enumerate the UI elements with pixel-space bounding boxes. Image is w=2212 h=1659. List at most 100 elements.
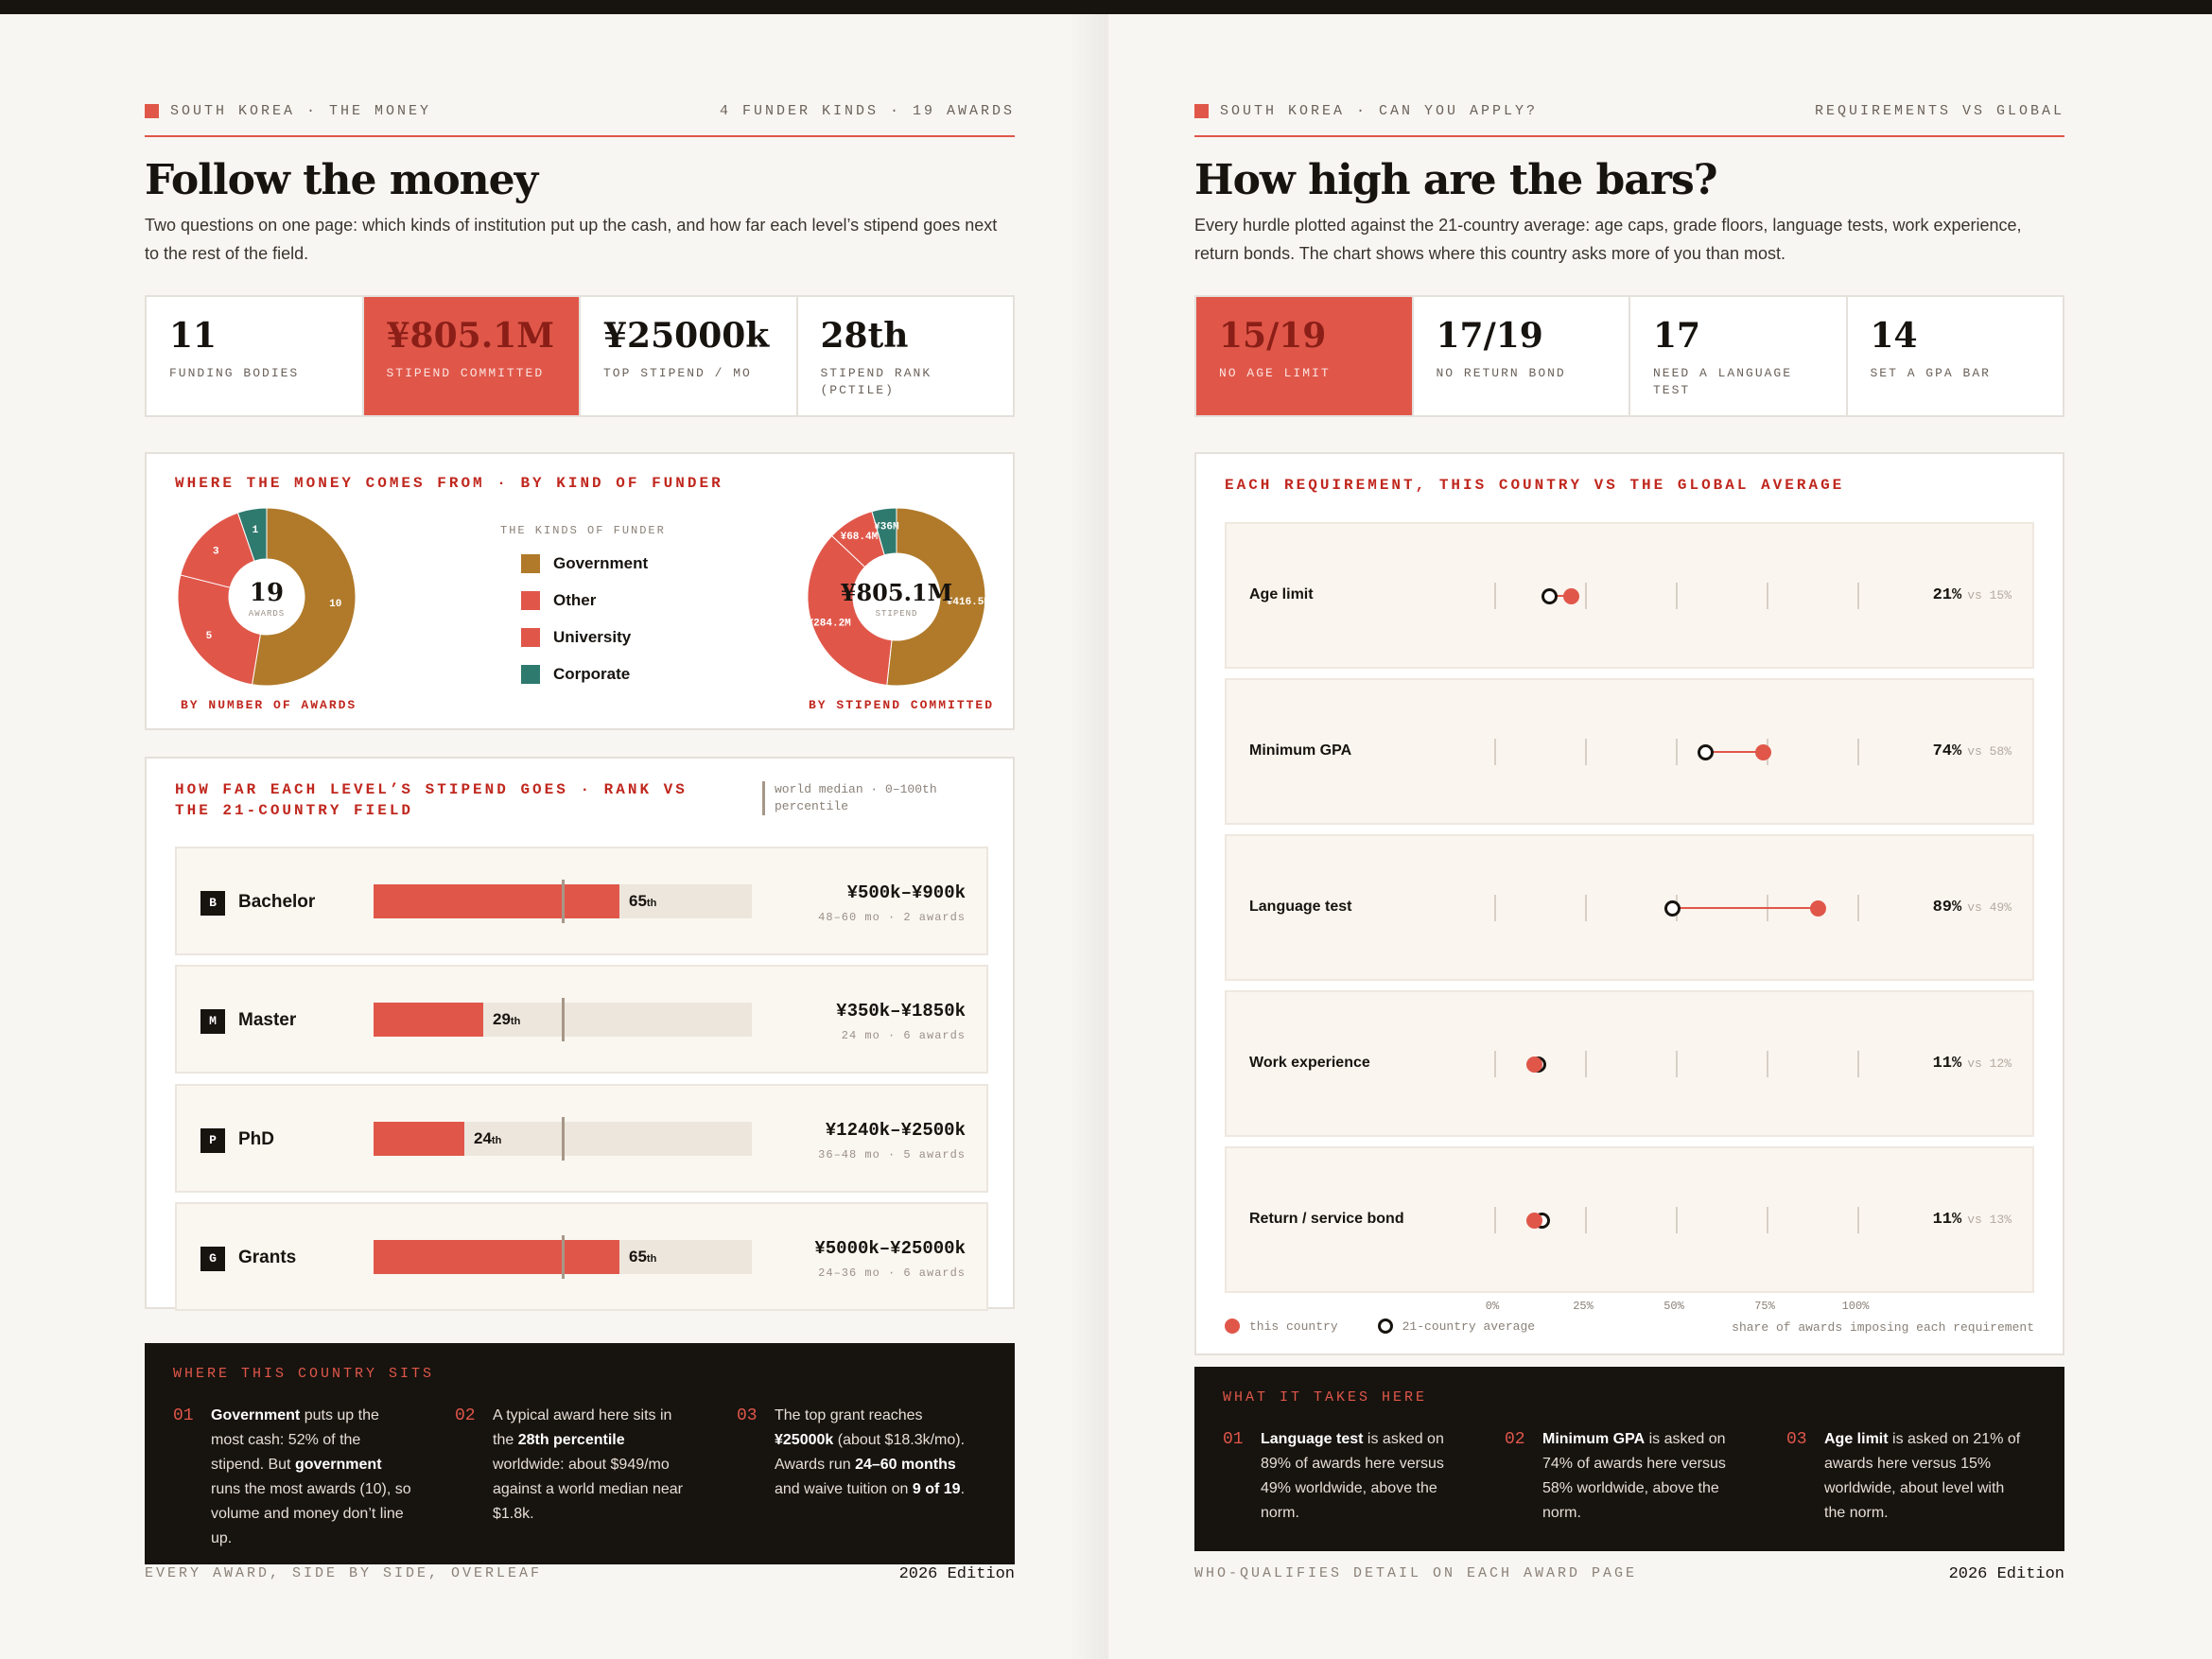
rank-bar — [374, 1122, 464, 1156]
stipend-card: HOW FAR EACH LEVEL’S STIPEND GOES · RANK… — [145, 757, 1015, 1311]
accent-square-icon — [145, 104, 159, 118]
stipend-donut-caption: BY STIPEND COMMITTED — [809, 698, 995, 712]
legend-average: 21-country average — [1402, 1318, 1536, 1334]
stipend-meta: 24–36 mo · 6 awards — [818, 1266, 966, 1280]
summary-panel: WHERE THIS COUNTRY SITS 01 Government put… — [145, 1343, 1015, 1564]
summary-title: WHAT IT TAKES HERE — [1223, 1389, 1428, 1406]
average-marker — [1541, 588, 1558, 604]
this-country-dot-icon — [1225, 1318, 1240, 1334]
summary-item: 01 Language test is asked on 89% of award… — [1223, 1427, 1464, 1526]
swatch-icon — [521, 591, 540, 610]
stipend-row-grants: G Grants 65th ¥5000k–¥25000k 24–36 mo · … — [175, 1202, 988, 1311]
rank-track: 29th — [374, 998, 752, 1041]
average-ring-icon — [1377, 1318, 1393, 1334]
country-marker — [1562, 588, 1579, 604]
level-name: Bachelor — [238, 892, 316, 912]
stat-no-return-bond: 17/19 NO RETURN BOND — [1414, 297, 1630, 415]
requirement-name: Return / service bond — [1249, 1211, 1404, 1227]
gridline — [1494, 1051, 1496, 1077]
gridline — [1585, 1207, 1587, 1233]
average-marker — [1697, 744, 1714, 760]
legend-university: University — [521, 628, 631, 647]
requirement-name: Minimum GPA — [1249, 742, 1352, 759]
summary-item: 03 The top grant reaches ¥25000k (about $… — [737, 1404, 978, 1502]
stipend-row-bachelor: B Bachelor 65th ¥500k–¥900k 48–60 mo · 2… — [175, 847, 988, 955]
axis-tick-label: 25% — [1573, 1300, 1594, 1313]
requirement-row: Work experience 11% vs 12% — [1225, 990, 2034, 1137]
donut-center-label: AWARDS — [249, 609, 285, 619]
gridline — [1676, 1051, 1678, 1077]
running-head: SOUTH KOREA · THE MONEY 4 FUNDER KINDS ·… — [145, 88, 1015, 137]
summary-number: 01 — [173, 1406, 194, 1425]
footer-edition: 2026 Edition — [898, 1565, 1015, 1583]
summary-text: Government puts up the most cash: 52% of… — [211, 1407, 411, 1546]
rank-bar — [374, 1003, 483, 1037]
funder-card: WHERE THE MONEY COMES FROM · BY KIND OF … — [145, 452, 1015, 730]
gap-line — [1704, 751, 1764, 753]
summary-text: Age limit is asked on 21% of awards here… — [1824, 1431, 2021, 1521]
level-badge: G — [200, 1247, 225, 1271]
requirements-card-title: EACH REQUIREMENT, THIS COUNTRY VS THE GL… — [1225, 477, 1845, 494]
world-median-marker — [562, 880, 565, 923]
requirement-name: Age limit — [1249, 586, 1314, 602]
stipend-card-note: world median · 0–100th percentile — [762, 781, 970, 815]
stat-gpa-bar: 14 SET A GPA BAR — [1870, 316, 1991, 380]
gridline — [1585, 583, 1587, 609]
world-median-marker — [562, 998, 565, 1041]
requirement-name: Work experience — [1249, 1055, 1370, 1071]
footer-edition: 2026 Edition — [1948, 1565, 2064, 1583]
swatch-icon — [521, 665, 540, 684]
legend-government: Government — [521, 554, 648, 573]
country-marker — [1526, 1213, 1543, 1229]
stat-no-age-limit: 15/19 NO AGE LIMIT — [1196, 297, 1414, 415]
summary-text: Language test is asked on 89% of awards … — [1261, 1431, 1444, 1521]
level-badge: P — [200, 1128, 225, 1153]
rank-label: 65th — [629, 892, 657, 910]
donut-center-value: ¥805.1M — [841, 579, 952, 606]
slice-label: 5 — [206, 631, 213, 642]
running-head-left: SOUTH KOREA · THE MONEY — [170, 103, 432, 119]
footer-left: WHO-QUALIFIES DETAIL ON EACH AWARD PAGE — [1194, 1565, 1638, 1581]
axis-note: share of awards imposing each requiremen… — [1732, 1320, 2034, 1335]
rank-label: 65th — [629, 1248, 657, 1266]
summary-item: 02 A typical award here sits in the 28th … — [455, 1404, 696, 1527]
running-head-right: 4 FUNDER KINDS · 19 AWARDS — [719, 103, 1015, 119]
gridline — [1767, 1051, 1768, 1077]
stat-stipend-rank: 28th STIPEND RANK (PCTILE) — [820, 316, 932, 397]
slice-label: ¥284.2M — [808, 618, 852, 629]
summary-number: 03 — [1786, 1430, 1807, 1449]
country-marker — [1526, 1057, 1543, 1073]
stipend-card-title: HOW FAR EACH LEVEL’S STIPEND GOES · RANK… — [175, 781, 688, 819]
requirement-values: 89% vs 49% — [1932, 899, 2012, 917]
swatch-icon — [521, 628, 540, 647]
axis-tick-label: 100% — [1841, 1300, 1870, 1313]
footer-left: EVERY AWARD, SIDE BY SIDE, OVERLEAF — [145, 1565, 543, 1581]
gridline — [1494, 895, 1496, 921]
axis-tick-label: 75% — [1754, 1300, 1775, 1313]
summary-number: 01 — [1223, 1430, 1244, 1449]
gridline — [1767, 583, 1768, 609]
slice-label: 10 — [329, 599, 341, 610]
gridline — [1676, 1207, 1678, 1233]
summary-text: Minimum GPA is asked on 74% of awards he… — [1542, 1431, 1726, 1521]
slice-label: 1 — [253, 525, 259, 536]
running-head-left: SOUTH KOREA · CAN YOU APPLY? — [1220, 103, 1539, 119]
legend-corporate: Corporate — [521, 665, 630, 684]
legend-other: Other — [521, 591, 596, 610]
level-name: Master — [238, 1010, 297, 1030]
left-page: SOUTH KOREA · THE MONEY 4 FUNDER KINDS ·… — [0, 14, 1105, 1659]
gridline — [1767, 1207, 1768, 1233]
stipend-row-phd: P PhD 24th ¥1240k–¥2500k 36–48 mo · 5 aw… — [175, 1084, 988, 1193]
country-marker — [1755, 744, 1772, 760]
rank-track: 65th — [374, 880, 752, 923]
requirement-values: 21% vs 15% — [1932, 586, 2012, 604]
rank-bar — [374, 1240, 619, 1274]
rank-label: 24th — [474, 1129, 502, 1147]
level-name: PhD — [238, 1129, 274, 1149]
slice-label: ¥36M — [874, 522, 899, 533]
summary-number: 02 — [1505, 1430, 1525, 1449]
donut-hole — [229, 559, 305, 635]
axis-tick-label: 50% — [1663, 1300, 1684, 1313]
lede: Every hurdle plotted against the 21-coun… — [1194, 216, 2022, 263]
requirement-name: Language test — [1249, 899, 1352, 915]
